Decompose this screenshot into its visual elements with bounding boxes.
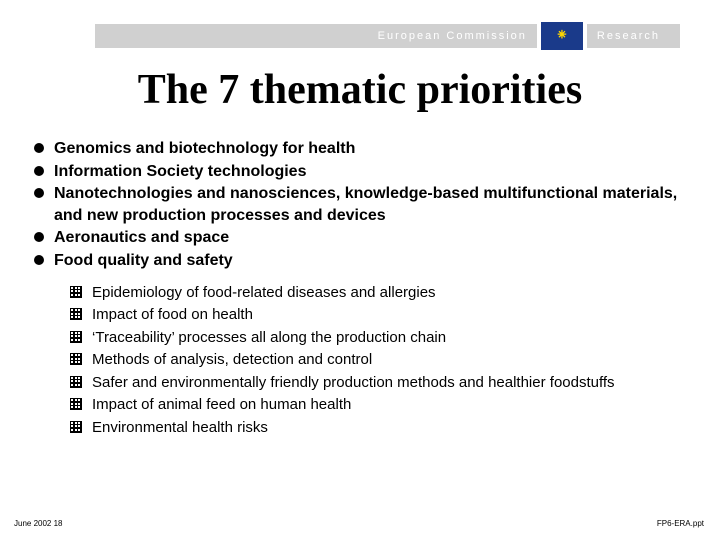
sub-item-text: Environmental health risks	[92, 419, 268, 436]
list-item-text: Genomics and biotechnology for health	[54, 140, 355, 157]
sub-item-text: Methods of analysis, detection and contr…	[92, 351, 372, 368]
sub-list: Epidemiology of food-related diseases an…	[70, 282, 698, 440]
header-left-text: European Commission	[378, 30, 527, 42]
sub-item-text: ‘Traceability’ processes all along the p…	[92, 329, 446, 346]
sub-list-item: Epidemiology of food-related diseases an…	[70, 282, 698, 305]
list-item: Nanotechnologies and nanosciences, knowl…	[30, 183, 698, 226]
sub-item-text: Impact of food on health	[92, 306, 253, 323]
footer-right: FP6-ERA.ppt	[657, 519, 704, 528]
list-item-text: Nanotechnologies and nanosciences, knowl…	[54, 185, 677, 224]
content-area: Genomics and biotechnology for health In…	[30, 138, 698, 439]
list-item: Information Society technologies	[30, 161, 698, 183]
sub-list-item: ‘Traceability’ processes all along the p…	[70, 327, 698, 350]
flag-stars-icon: ⁕	[555, 28, 568, 44]
header-right-band: Research	[587, 24, 680, 48]
list-item: Aeronautics and space	[30, 227, 698, 249]
footer-left: June 2002 18	[14, 519, 63, 528]
sub-list-item: Impact of animal feed on human health	[70, 394, 698, 417]
list-item: Food quality and safety	[30, 250, 698, 272]
primary-list: Genomics and biotechnology for health In…	[30, 138, 698, 272]
header-left-band: European Commission	[95, 24, 537, 48]
eu-flag-icon: ⁕	[541, 22, 583, 50]
list-item-text: Aeronautics and space	[54, 229, 229, 246]
list-item: Genomics and biotechnology for health	[30, 138, 698, 160]
sub-list-item: Impact of food on health	[70, 304, 698, 327]
list-item-text: Information Society technologies	[54, 163, 306, 180]
header-bar: European Commission ⁕ Research	[95, 22, 680, 50]
sub-item-text: Impact of animal feed on human health	[92, 396, 351, 413]
sub-list-item: Environmental health risks	[70, 417, 698, 440]
sub-item-text: Safer and environmentally friendly produ…	[92, 374, 615, 391]
sub-item-text: Epidemiology of food-related diseases an…	[92, 284, 436, 301]
header-right-text: Research	[597, 30, 660, 42]
sub-list-item: Safer and environmentally friendly produ…	[70, 372, 698, 395]
sub-list-item: Methods of analysis, detection and contr…	[70, 349, 698, 372]
page-title: The 7 thematic priorities	[0, 66, 720, 114]
list-item-text: Food quality and safety	[54, 252, 233, 269]
